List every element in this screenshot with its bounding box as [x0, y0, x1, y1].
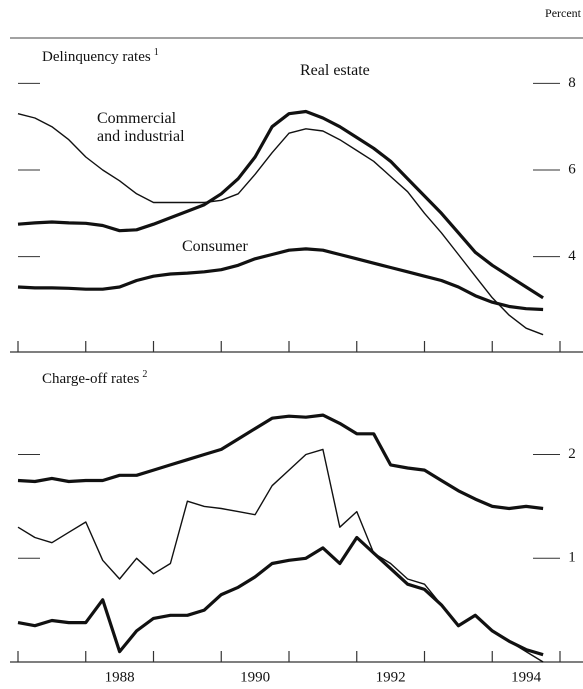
- panel-title: Charge-off rates 2: [42, 369, 147, 387]
- y-tick-label: 8: [568, 75, 576, 91]
- x-tick-label: 1994: [511, 669, 542, 685]
- series-line: [17, 109, 544, 300]
- x-tick-label: 1988: [105, 669, 135, 685]
- panel-title-note: 1: [154, 47, 159, 58]
- series-line: [17, 413, 544, 511]
- series-label: Consumer: [182, 238, 248, 255]
- series-line: [17, 535, 544, 657]
- series-label: Real estate: [300, 62, 370, 79]
- y-tick-label: 2: [568, 446, 576, 462]
- y-tick-label: 6: [568, 161, 576, 177]
- y-tick-label: 4: [568, 248, 576, 264]
- panel-title: Delinquency rates 1: [42, 47, 159, 65]
- y-tick-label: 1: [568, 550, 576, 566]
- unit-label: Percent: [545, 6, 582, 20]
- x-tick-label: 1990: [240, 669, 270, 685]
- x-tick-label: 1992: [376, 669, 406, 685]
- series-line: [17, 113, 544, 336]
- series-label: Commercial and industrial: [97, 110, 185, 145]
- panel-title-text: Delinquency rates: [42, 49, 151, 65]
- series-line: [17, 247, 544, 312]
- panel-title-note: 2: [142, 369, 147, 380]
- panel-title-text: Charge-off rates: [42, 371, 139, 387]
